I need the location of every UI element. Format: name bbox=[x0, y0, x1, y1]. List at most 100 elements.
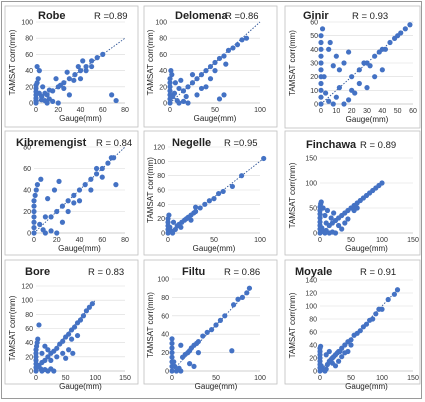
y-tick-label: 60 bbox=[161, 313, 169, 320]
data-point bbox=[167, 100, 173, 106]
data-point bbox=[38, 176, 44, 182]
y-axis-title: TAMSAT corr(mm) bbox=[146, 157, 155, 223]
data-point bbox=[32, 192, 38, 198]
data-point bbox=[216, 55, 223, 62]
data-point bbox=[216, 190, 222, 197]
x-tick-label: 0 bbox=[170, 375, 174, 382]
y-tick-label: 20 bbox=[310, 74, 318, 81]
data-point bbox=[51, 368, 57, 374]
y-tick-label: 0 bbox=[313, 369, 317, 376]
data-point bbox=[69, 336, 75, 342]
data-point bbox=[398, 30, 404, 36]
x-tick-label: 30 bbox=[363, 108, 371, 115]
data-point bbox=[229, 348, 235, 354]
data-point bbox=[319, 26, 326, 32]
data-point bbox=[332, 363, 339, 369]
data-point bbox=[169, 350, 175, 356]
data-point bbox=[86, 304, 92, 310]
data-point bbox=[34, 182, 41, 188]
x-tick-label: 150 bbox=[407, 237, 419, 244]
data-point bbox=[54, 230, 60, 236]
data-point bbox=[82, 182, 88, 188]
y-tick-label: 100 bbox=[305, 181, 317, 188]
x-tick-label: 100 bbox=[254, 375, 266, 382]
data-point bbox=[188, 217, 194, 223]
data-point bbox=[346, 49, 352, 55]
data-point bbox=[204, 329, 210, 335]
y-tick-label: 80 bbox=[309, 317, 317, 324]
data-point bbox=[31, 219, 37, 225]
y-tick-label: 30 bbox=[310, 61, 318, 68]
data-point bbox=[51, 187, 58, 193]
data-point bbox=[42, 90, 48, 96]
data-point bbox=[89, 301, 95, 307]
x-tick-label: 150 bbox=[119, 375, 131, 382]
data-point bbox=[172, 80, 178, 86]
data-point bbox=[193, 204, 199, 210]
y-tick-label: 0 bbox=[27, 231, 31, 238]
data-point bbox=[223, 61, 229, 67]
data-point bbox=[48, 228, 54, 234]
x-tick-label: 40 bbox=[378, 108, 386, 115]
data-point bbox=[221, 92, 227, 98]
data-point bbox=[178, 224, 184, 230]
data-point bbox=[336, 358, 342, 364]
y-tick-label: 0 bbox=[29, 369, 33, 376]
panel-border bbox=[4, 259, 139, 385]
data-point bbox=[326, 348, 332, 355]
data-point bbox=[31, 203, 37, 209]
data-point bbox=[341, 60, 347, 66]
y-tick-label: 20 bbox=[309, 356, 317, 363]
data-point bbox=[194, 76, 200, 82]
data-point bbox=[42, 343, 48, 349]
y-axis-title: TAMSAT corr(mm) bbox=[288, 162, 297, 228]
data-point bbox=[198, 72, 205, 78]
data-point bbox=[203, 84, 209, 90]
y-tick-label: 100 bbox=[305, 304, 317, 311]
correlation-label: R =0.86 bbox=[225, 11, 259, 22]
y-tick-label: 60 bbox=[159, 52, 167, 59]
data-point bbox=[318, 87, 324, 93]
x-tick-label: 0 bbox=[168, 107, 172, 114]
data-point bbox=[172, 363, 178, 369]
data-point bbox=[327, 39, 333, 46]
data-point bbox=[200, 333, 206, 339]
data-point bbox=[320, 205, 326, 211]
trend-line bbox=[167, 157, 265, 234]
x-tick-label: 40 bbox=[77, 107, 85, 114]
data-point bbox=[317, 215, 323, 221]
x-tick-label: 10 bbox=[332, 108, 340, 115]
y-tick-label: 80 bbox=[25, 312, 33, 319]
data-point bbox=[72, 72, 78, 78]
data-point bbox=[176, 85, 182, 92]
data-point bbox=[221, 53, 227, 59]
data-point bbox=[93, 165, 100, 172]
x-axis-title: Gauge(mm) bbox=[59, 114, 102, 123]
data-point bbox=[234, 42, 241, 48]
data-point bbox=[83, 63, 89, 70]
y-tick-label: 60 bbox=[25, 326, 33, 333]
data-point bbox=[166, 212, 172, 218]
data-point bbox=[56, 178, 62, 184]
data-point bbox=[373, 311, 379, 317]
x-tick-label: 0 bbox=[318, 375, 322, 382]
data-point bbox=[391, 291, 397, 297]
data-point bbox=[331, 210, 337, 216]
data-point bbox=[80, 313, 87, 319]
data-point bbox=[379, 306, 385, 312]
data-point bbox=[332, 230, 339, 236]
data-point bbox=[45, 347, 51, 353]
data-point bbox=[202, 201, 208, 207]
correlation-label: R = 0.84 bbox=[96, 138, 132, 149]
data-point bbox=[212, 68, 218, 74]
x-axis-title: Gauge(mm) bbox=[58, 244, 101, 253]
data-point bbox=[225, 47, 232, 53]
y-tick-label: 80 bbox=[161, 295, 169, 302]
data-point bbox=[40, 84, 46, 90]
x-tick-label: 20 bbox=[53, 237, 61, 244]
data-point bbox=[341, 101, 347, 107]
data-point bbox=[34, 63, 40, 70]
x-tick-label: 0 bbox=[34, 107, 38, 114]
